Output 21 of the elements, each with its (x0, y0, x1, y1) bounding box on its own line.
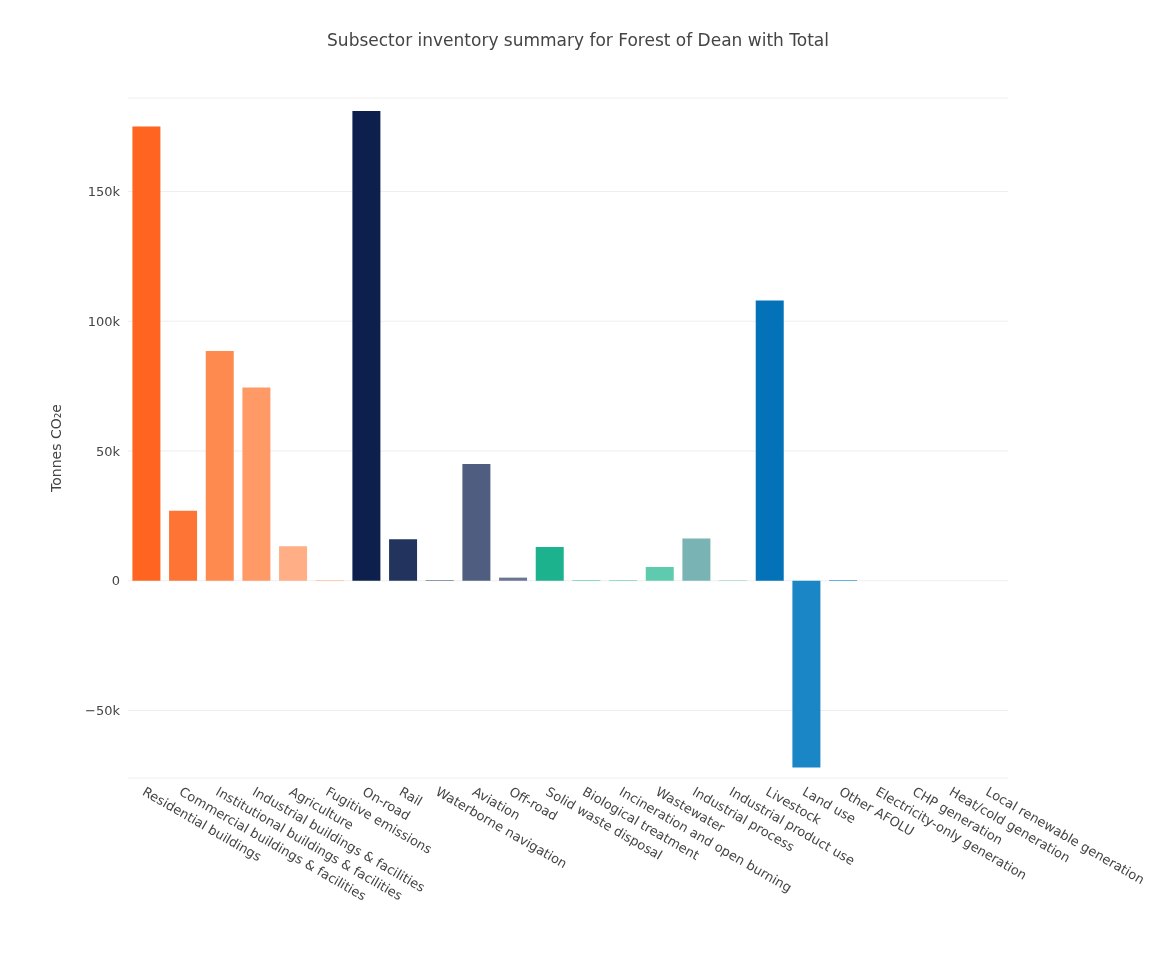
bar (682, 538, 711, 581)
bar (132, 126, 161, 581)
bar (645, 566, 674, 581)
y-axis-title: Tonnes CO₂e (48, 404, 64, 492)
bar (462, 463, 491, 581)
chart-title: Subsector inventory summary for Forest of Dean with Total (326, 30, 830, 50)
y-tick-label: 0 (111, 573, 120, 589)
bar (389, 539, 418, 581)
y-tick-label: 100k (87, 313, 121, 329)
bar (755, 300, 784, 581)
y-tick-label: −50k (85, 703, 121, 719)
bar (535, 547, 564, 581)
bar (352, 110, 381, 581)
bar (242, 387, 271, 581)
y-tick-label: 50k (95, 443, 121, 459)
bar (169, 510, 198, 581)
bar (792, 580, 821, 768)
bar (205, 351, 234, 581)
y-tick-label: 150k (87, 184, 121, 200)
bar (279, 546, 308, 581)
bar (499, 577, 528, 581)
